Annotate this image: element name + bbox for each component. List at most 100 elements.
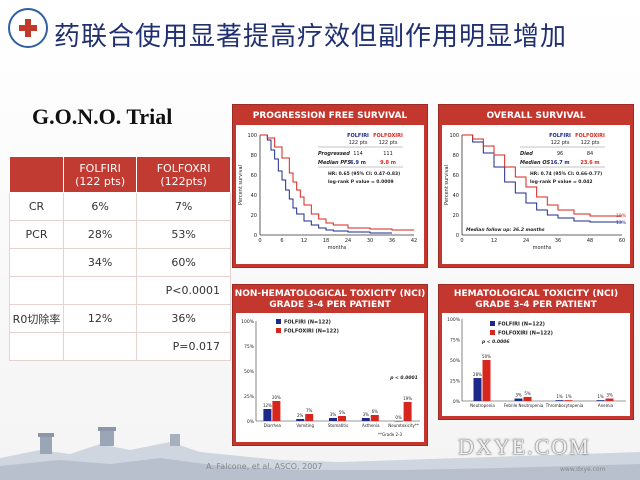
category-label: Thrombocytopenia — [545, 403, 584, 408]
table-cell: 7% — [136, 192, 231, 221]
nonheme-title-2: GRADE 3-4 PER PATIENT — [269, 300, 391, 310]
footnote: **Grade 2-3 — [378, 432, 402, 437]
stats-col1: FOLFIRI — [549, 133, 571, 139]
y-tick-label: 75% — [244, 344, 255, 350]
y-tick-label: 0% — [247, 419, 255, 425]
y-tick-label: 100% — [241, 319, 255, 325]
folfoxiri-bar — [338, 416, 346, 421]
heme-title-1: HEMATOLOGICAL TOXICITY (NCI) — [453, 289, 619, 299]
y-axis-label: Percent survival — [238, 165, 244, 205]
header-folfoxri: FOLFOXRI (122pts) — [136, 156, 231, 193]
folfoxiri-curve — [260, 134, 414, 231]
stats-row1-label: Died — [520, 151, 533, 157]
end-label-folfiri: 13% — [616, 220, 627, 226]
os-panel: OVERALL SURVIVAL 0 20 40 60 80 100 0 12 24 36 48 60… — [438, 104, 634, 268]
stats-col2: FOLFOXIRI — [575, 133, 605, 139]
stats-row2-v2: 9.8 m — [380, 160, 396, 166]
category-label: Asthenia — [362, 423, 380, 428]
x-tick-label: 24 — [345, 238, 351, 244]
heme-title-2: GRADE 3-4 PER PATIENT — [475, 300, 597, 310]
x-tick-label: 6 — [280, 238, 283, 244]
table-row: P<0.0001 — [9, 276, 231, 305]
y-tick-label: 40 — [453, 193, 459, 199]
folfoxiri-bar — [482, 360, 491, 401]
bar-value-label: 2% — [297, 413, 304, 418]
bar-value-label: 28% — [473, 372, 482, 377]
x-tick-label: 48 — [587, 238, 593, 244]
category-label: Diarrhea — [264, 423, 282, 428]
p-value-note: p < 0.0001 — [389, 375, 418, 381]
y-tick-label: 0% — [453, 399, 461, 405]
bar-value-label: 5% — [524, 391, 531, 396]
y-tick-label: 100% — [447, 317, 461, 323]
stats-col2-sub: 122 pts — [581, 140, 600, 146]
table-header-row: FOLFIRI (122 pts) FOLFOXRI (122pts) — [9, 156, 231, 193]
folfiri-bar — [596, 400, 605, 401]
bar-value-label: 20% — [272, 395, 281, 400]
slide-title: 药联合使用显著提高疗效但副作用明显增加 — [54, 22, 568, 52]
folfiri-bar — [394, 421, 403, 422]
category-label: Febrile Neutropenia — [504, 403, 544, 408]
x-tick-label: 12 — [301, 238, 307, 244]
stats-row2-v2: 23.6 m — [580, 160, 599, 166]
y-tick-label: 80 — [251, 153, 257, 159]
hazard-ratio: HR: 0.65 (95% CI: 0.47-0.83) — [328, 171, 400, 177]
legend-swatch-folfoxiri — [490, 330, 495, 335]
trial-name: G.O.N.O. Trial — [32, 104, 173, 129]
bar-value-label: 3% — [606, 393, 613, 398]
table-cell: P=0.017 — [136, 332, 231, 361]
stats-row2-v1: 6.9 m — [350, 160, 366, 166]
bar-value-label: 5% — [339, 410, 346, 415]
category-label: Anemia — [598, 403, 614, 408]
hazard-ratio: HR: 0.74 (95% CI: 0.66-0.77) — [530, 171, 602, 177]
pfs-chart: 0 20 40 60 80 100 0 6 12 18 24 30 36 42 months Percent … — [238, 133, 417, 251]
bar-value-label: 1% — [597, 394, 604, 399]
table-cell: 28% — [62, 220, 138, 249]
y-tick-label: 100 — [449, 133, 459, 139]
x-axis-label: months — [533, 245, 552, 251]
folfiri-bar — [329, 418, 337, 421]
folfoxiri-bar — [523, 396, 532, 401]
x-tick-label: 36 — [389, 238, 395, 244]
folfiri-curve — [462, 134, 622, 223]
bar-value-label: 3% — [330, 412, 337, 417]
row-label: PCR — [9, 220, 64, 249]
citation: A. Falcone, et al. ASCO, 2007 — [206, 462, 323, 471]
row-label — [9, 276, 64, 305]
nonheme-chart: 0% 25% 50% 75% 100% 12%20% Diarrhea 2%7% Vomitin… — [241, 319, 420, 437]
bar-value-label: 3% — [363, 412, 370, 417]
category-label: Stomatitis — [328, 423, 348, 428]
folfoxiri-bar — [605, 398, 614, 401]
category-label: Neutropenia — [470, 403, 495, 408]
logrank-pvalue: log-rank P value = 0.042 — [530, 179, 593, 185]
x-tick-label: 36 — [555, 238, 561, 244]
row-label: CR — [9, 192, 64, 221]
y-tick-label: 0 — [456, 233, 459, 239]
folfoxiri-bar — [403, 402, 412, 421]
legend-folfoxiri: FOLFOXIRI (N=122) — [284, 329, 339, 335]
x-tick-label: 42 — [411, 238, 417, 244]
x-tick-label: 12 — [491, 238, 497, 244]
bar-value-label: 50% — [482, 354, 491, 359]
results-table: FOLFIRI (122 pts) FOLFOXRI (122pts) CR 6% 7%… — [9, 156, 231, 361]
y-tick-label: 60 — [251, 173, 257, 179]
pfs-panel: PROGRESSION FREE SURVIVAL 0 20 40 60 80 100 0 6… — [232, 104, 428, 268]
folfoxiri-bar — [370, 415, 379, 421]
legend-swatch-folfiri — [490, 321, 495, 326]
y-tick-label: 50% — [244, 369, 255, 375]
legend-folfiri: FOLFIRI (N=122) — [284, 320, 331, 326]
stats-row2-label: Median PFS — [318, 160, 351, 166]
great-wall-illustration — [0, 427, 640, 480]
table-cell: 6% — [62, 192, 138, 221]
folfiri-bar — [361, 418, 370, 421]
nonheme-panel: NON-HEMATOLOGICAL TOXICITY (NCI) GRADE 3… — [232, 284, 428, 446]
y-tick-label: 20 — [453, 213, 459, 219]
stats-row2-v1: 16.7 m — [550, 160, 569, 166]
folfoxiri-bar — [564, 400, 573, 401]
bar-value-label: 1% — [565, 394, 572, 399]
watermark-url: www.dxye.com — [560, 466, 606, 473]
table-cell — [62, 332, 138, 361]
x-tick-label: 0 — [258, 238, 261, 244]
